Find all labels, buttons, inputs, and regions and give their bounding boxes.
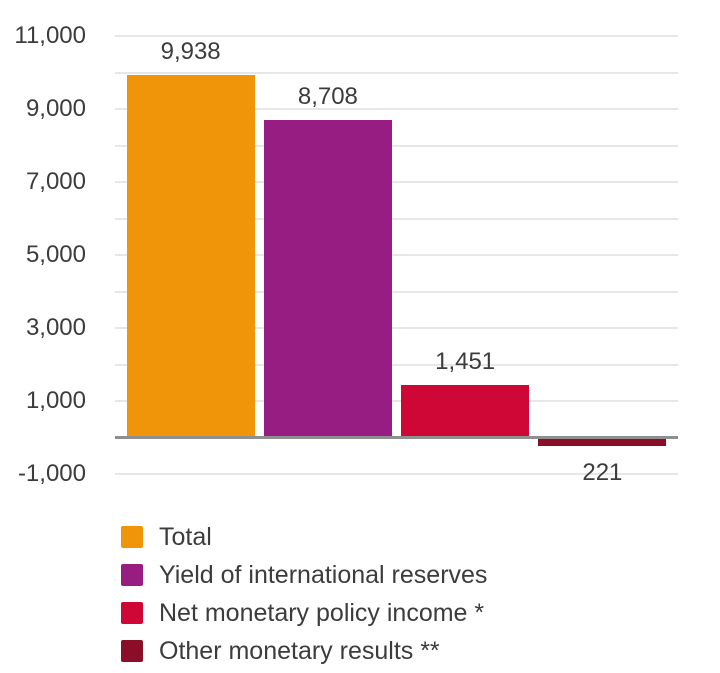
bar-value-label: 9,938	[160, 37, 221, 65]
y-axis-tick-label: 3,000	[25, 314, 86, 341]
gridline	[115, 144, 678, 147]
legend-swatch-net-monetary-policy-income	[121, 602, 143, 624]
gridline	[115, 400, 678, 402]
bar-net-monetary-policy-income	[401, 384, 530, 438]
legend-swatch-other-monetary-results	[121, 640, 143, 662]
gridline	[115, 363, 678, 366]
legend-swatch-yield-of-international-reserves	[121, 564, 143, 586]
legend-label: Total	[159, 523, 212, 551]
legend: Total Yield of international reserves Net …	[121, 523, 488, 665]
legend-item-yield-of-international-reserves: Yield of international reserves	[121, 561, 488, 589]
y-axis-tick-label: -1,000	[17, 460, 86, 487]
legend-item-net-monetary-policy-income: Net monetary policy income *	[121, 599, 487, 627]
y-axis-tick-label: 5,000	[25, 241, 86, 268]
gridline	[115, 35, 678, 37]
legend-item-total: Total	[121, 523, 487, 551]
bar-other-monetary-results	[538, 437, 667, 446]
y-axis-tick-label: 11,000	[14, 22, 86, 49]
gridline	[115, 290, 678, 293]
y-axis-tick-label: 1,000	[25, 387, 86, 414]
bar-value-label: 221	[582, 458, 623, 486]
gridline	[115, 71, 678, 74]
gridline	[115, 254, 678, 256]
y-axis-tick-label: 9,000	[25, 95, 86, 122]
bar-value-label: 8,708	[297, 82, 358, 110]
y-axis-tick-label: 7,000	[25, 168, 86, 195]
bar-value-label: 1,451	[435, 347, 496, 375]
gridline	[115, 181, 678, 183]
legend-label: Net monetary policy income *	[159, 599, 485, 627]
gridline	[115, 473, 678, 475]
legend-label: Other monetary results **	[159, 637, 440, 665]
gridline	[115, 108, 678, 110]
zero-axis-line	[115, 436, 678, 439]
bar-total	[126, 74, 255, 438]
legend-swatch-total	[121, 526, 143, 548]
legend-item-other-monetary-results: Other monetary results **	[121, 637, 487, 665]
bar-yield-of-international-reserves	[263, 119, 392, 438]
gridline	[115, 327, 678, 329]
gridline	[115, 217, 678, 220]
legend-label: Yield of international reserves	[159, 561, 488, 589]
